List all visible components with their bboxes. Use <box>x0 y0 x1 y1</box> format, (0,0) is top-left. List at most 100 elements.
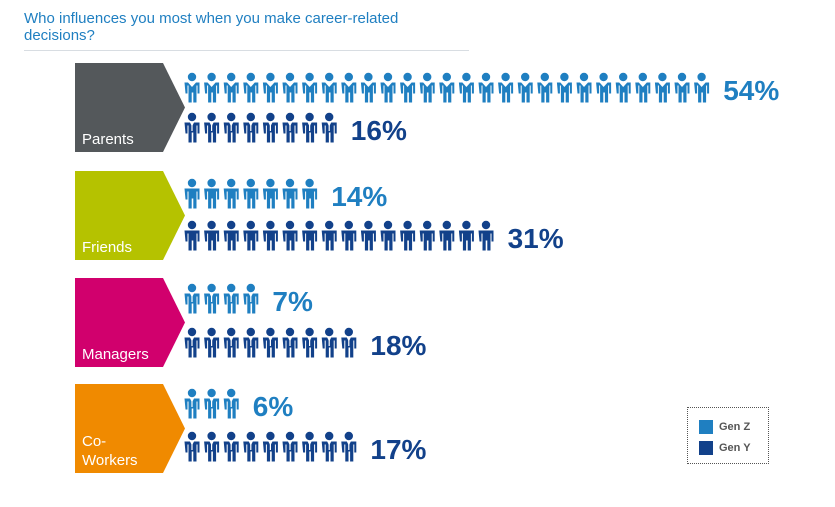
person-icon <box>262 431 278 462</box>
person-icon <box>556 72 572 103</box>
person-icon <box>439 72 455 103</box>
person-icon <box>243 431 259 462</box>
category-label: Parents <box>82 131 134 148</box>
person-icon <box>439 220 455 251</box>
person-icon <box>674 72 690 103</box>
person-icon <box>380 220 396 251</box>
legend-item-gen-y: Gen Y <box>699 437 768 458</box>
person-icon <box>184 431 200 462</box>
data-label: 7% <box>272 286 313 317</box>
data-label: 14% <box>331 181 387 212</box>
person-icon <box>537 72 553 103</box>
legend-label-gen-z: Gen Z <box>719 420 751 433</box>
category-label: Co- <box>82 433 106 450</box>
person-icon <box>321 72 337 103</box>
person-icon <box>262 178 278 209</box>
icon-row-gen-z <box>184 72 710 103</box>
person-icon <box>184 388 200 419</box>
icon-row-gen-z <box>184 388 239 419</box>
data-label: 18% <box>370 330 426 361</box>
person-icon <box>341 72 357 103</box>
chart-title: Who influences you most when you make ca… <box>24 10 469 51</box>
person-icon <box>243 178 259 209</box>
category-block-co-workers: Co- Workers <box>75 384 185 473</box>
person-icon <box>458 220 474 251</box>
person-icon <box>282 112 298 143</box>
icon-row-gen-y <box>184 220 494 251</box>
person-icon <box>243 220 259 251</box>
person-icon <box>243 72 259 103</box>
icon-row-gen-y <box>184 431 357 462</box>
person-icon <box>302 431 318 462</box>
legend-label-gen-y: Gen Y <box>719 441 751 454</box>
person-icon <box>243 283 259 314</box>
person-icon <box>302 72 318 103</box>
data-label: 54% <box>723 75 779 106</box>
person-icon <box>204 178 220 209</box>
person-icon <box>184 327 200 358</box>
person-icon <box>654 72 670 103</box>
person-icon <box>204 220 220 251</box>
person-icon <box>223 72 239 103</box>
person-icon <box>419 220 435 251</box>
person-icon <box>498 72 514 103</box>
person-icon <box>341 431 357 462</box>
person-icon <box>223 388 239 419</box>
person-icon <box>302 220 318 251</box>
person-icon <box>184 178 200 209</box>
icon-row-gen-y <box>184 327 357 358</box>
category-block-parents: Parents <box>75 63 185 152</box>
person-icon <box>204 327 220 358</box>
person-icon <box>302 327 318 358</box>
person-icon <box>400 72 416 103</box>
legend-swatch-gen-z <box>699 419 713 434</box>
person-icon <box>302 178 318 209</box>
person-icon <box>184 112 200 143</box>
person-icon <box>243 112 259 143</box>
person-icon <box>517 72 533 103</box>
person-icon <box>262 220 278 251</box>
person-icon <box>204 112 220 143</box>
person-icon <box>321 112 337 143</box>
person-icon <box>380 72 396 103</box>
person-icon <box>204 283 220 314</box>
person-icon <box>321 220 337 251</box>
person-icon <box>204 431 220 462</box>
person-icon <box>576 72 592 103</box>
person-icon <box>262 72 278 103</box>
data-label: 16% <box>351 115 407 146</box>
category-block-friends: Friends <box>75 171 185 260</box>
legend-swatch-gen-y <box>699 440 713 455</box>
person-icon <box>223 178 239 209</box>
category-label: Managers <box>82 346 149 363</box>
person-icon <box>360 220 376 251</box>
person-icon <box>282 431 298 462</box>
person-icon <box>321 431 337 462</box>
icon-row-gen-z <box>184 283 259 314</box>
person-icon <box>184 220 200 251</box>
person-icon <box>282 327 298 358</box>
person-icon <box>596 72 612 103</box>
data-label: 31% <box>508 223 564 254</box>
category-label: Workers <box>82 452 138 469</box>
person-icon <box>223 220 239 251</box>
person-icon <box>400 220 416 251</box>
person-icon <box>223 112 239 143</box>
category-label: Friends <box>82 239 132 256</box>
person-icon <box>204 388 220 419</box>
person-icon <box>262 327 278 358</box>
person-icon <box>478 72 494 103</box>
person-icon <box>223 431 239 462</box>
category-block-managers: Managers <box>75 278 185 367</box>
person-icon <box>204 72 220 103</box>
person-icon <box>694 72 710 103</box>
data-label: 17% <box>370 434 426 465</box>
person-icon <box>478 220 494 251</box>
person-icon <box>243 327 259 358</box>
person-icon <box>341 220 357 251</box>
person-icon <box>615 72 631 103</box>
person-icon <box>360 72 376 103</box>
person-icon <box>282 220 298 251</box>
icon-row-gen-y <box>184 112 337 143</box>
